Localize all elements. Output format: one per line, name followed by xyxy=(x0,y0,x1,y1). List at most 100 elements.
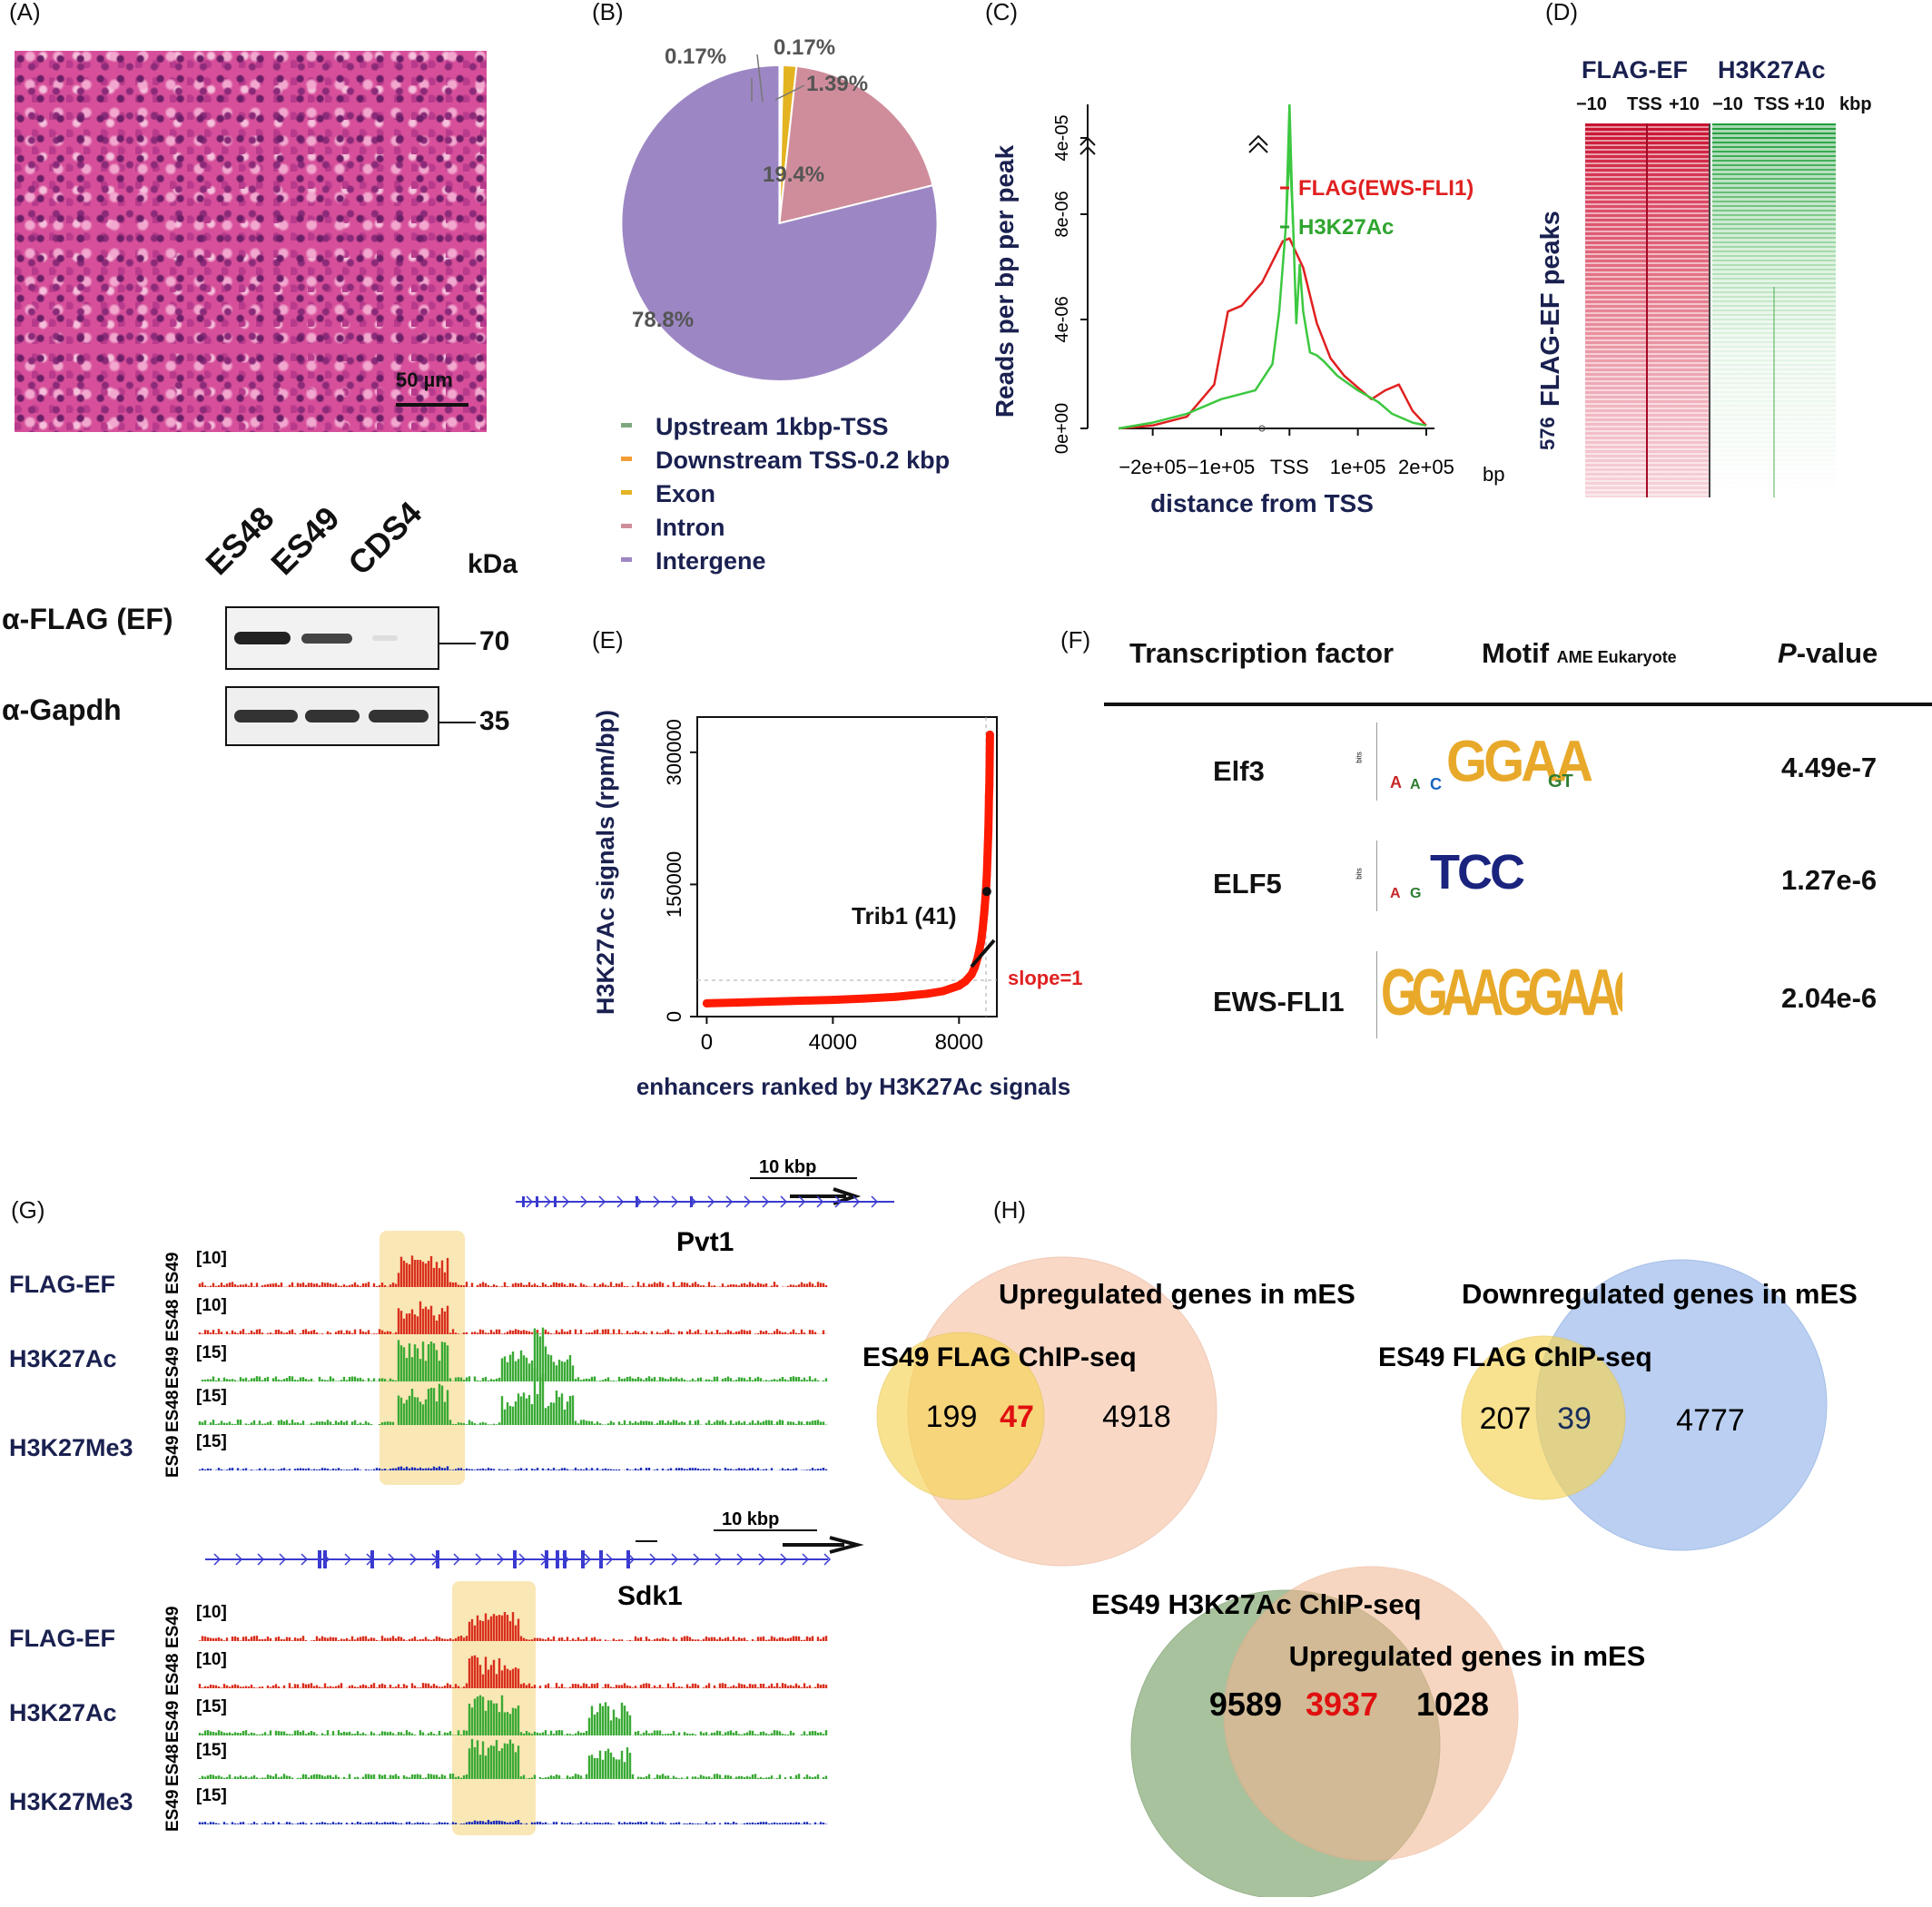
x-axis-label: distance from TSS xyxy=(1150,489,1374,517)
venn-circle xyxy=(1223,1566,1519,1862)
data-point xyxy=(985,761,994,770)
legend-swatch xyxy=(621,524,632,528)
signal-track xyxy=(198,1612,828,1641)
heatmap-header: FLAG-EF xyxy=(1582,56,1688,84)
lane-label: CDS4 xyxy=(340,494,429,583)
venn2-right: 4777 xyxy=(1676,1403,1745,1438)
track-sample: ES49 xyxy=(163,1253,182,1294)
lane-label: ES49 xyxy=(263,499,347,583)
y-tick-label: 4e-05 xyxy=(1052,114,1072,161)
venn1-left-label: ES49 FLAG ChIP-seq xyxy=(862,1342,1137,1372)
track-group-label: H3K27Ac xyxy=(9,1345,117,1372)
series-line xyxy=(1118,146,1427,430)
track-group-label: FLAG-EF xyxy=(9,1271,115,1298)
motif-text: GGAA xyxy=(1446,729,1593,794)
tf-name: ELF5 xyxy=(1213,868,1282,899)
venn3-left-label: ES49 H3K27Ac ChIP-seq xyxy=(1091,1588,1422,1620)
panel-label-b: (B) xyxy=(592,0,624,25)
signal-track xyxy=(198,1466,828,1470)
data-point xyxy=(984,791,993,801)
p-value: 2.04e-6 xyxy=(1781,982,1878,1014)
track-scale: [10] xyxy=(196,1650,227,1669)
track-scale: [15] xyxy=(196,1741,227,1760)
venn1-overlap: 47 xyxy=(1000,1400,1034,1434)
x-unit: bp xyxy=(1483,463,1504,486)
legend-swatch xyxy=(621,557,632,562)
pie-label: 1.39% xyxy=(806,72,868,96)
genome-browser: 10 kbp Pvt1 FLAG-EF ES49 [10] ES48 [10] H3K27… xyxy=(9,1157,894,1835)
data-point xyxy=(983,840,992,850)
blot-band-box-flag xyxy=(225,606,439,670)
venn3-left: 9589 xyxy=(1209,1686,1282,1723)
motif-text: TCC xyxy=(1430,845,1525,899)
data-point xyxy=(954,981,963,990)
track-scale: [10] xyxy=(196,1603,227,1622)
col-header-tf: Transcription factor xyxy=(1129,637,1395,669)
size-label: 35 xyxy=(479,706,510,736)
pie-label: 78.8% xyxy=(632,308,694,332)
venn-diagrams: Upregulated genes in mES ES49 FLAG ChIP-… xyxy=(862,1256,1858,1897)
track-scale: [15] xyxy=(196,1786,227,1805)
x-ticks: −2e+05 −1e+05 TSS 1e+05 2e+05 xyxy=(1119,428,1454,478)
y-ticks: 0e+00 4e-06 8e-06 4e-05 xyxy=(1052,114,1088,454)
data-point xyxy=(860,994,869,1003)
heatmap-divider xyxy=(1709,123,1710,497)
venn2-left-label: ES49 FLAG ChIP-seq xyxy=(1378,1342,1652,1372)
panel-label-g: (G) xyxy=(11,1196,45,1224)
motif-logo-elf3: bits GGAA A A C GT xyxy=(1355,722,1593,801)
motif-logo-ewsfli1: bits GGAAGGAAGGAAGGAAGG xyxy=(1376,951,1622,1038)
signal-track xyxy=(198,1255,828,1287)
rank-curve xyxy=(702,730,994,1008)
track-scale: [15] xyxy=(196,1343,227,1362)
heatmap-unit: kbp xyxy=(1839,94,1872,114)
venn2-overlap: 39 xyxy=(1557,1401,1592,1436)
blot-row-label: α-FLAG (EF) xyxy=(2,603,173,635)
x-axis-label: enhancers ranked by H3K27Ac signals xyxy=(636,1073,1070,1100)
series-lines xyxy=(1118,103,1427,430)
signal-track xyxy=(198,1820,828,1824)
data-point xyxy=(984,827,993,836)
size-label: 70 xyxy=(479,626,510,656)
legend-flag: FLAG(EWS-FLI1) xyxy=(1298,176,1474,201)
axis-ticks: 0 4000 8000 0 150000 300000 xyxy=(663,719,983,1055)
track-group-label: FLAG-EF xyxy=(9,1625,115,1652)
heatmap-h3k27ac xyxy=(1712,123,1836,497)
legend-swatch xyxy=(621,423,632,428)
scale-bar-label: 50 µm xyxy=(396,369,453,391)
y-axis-label: H3K27Ac signals (rpm/bp) xyxy=(592,710,619,1015)
p-value: 4.49e-7 xyxy=(1781,752,1878,783)
data-point xyxy=(923,989,932,998)
signal-track xyxy=(198,1327,828,1381)
heatmap-flag xyxy=(1585,123,1709,497)
legend-swatch xyxy=(621,490,632,495)
tf-name: EWS-FLI1 xyxy=(1213,986,1345,1017)
data-point xyxy=(967,969,976,978)
track-group-label: H3K27Ac xyxy=(9,1699,117,1726)
tf-name: Elf3 xyxy=(1213,755,1265,787)
data-point xyxy=(982,871,991,880)
histology-image: 50 µm xyxy=(15,51,487,432)
data-point xyxy=(978,924,987,933)
tracks-sdk1: FLAG-EF ES49 [10] ES48 [10] H3K27Ac ES49 [15] ES… xyxy=(9,1603,828,1832)
motif-text: GGAAGGAAGGAAGGAAGG xyxy=(1381,956,1622,1030)
signal-track xyxy=(198,1655,828,1688)
slope-label: slope=1 xyxy=(1008,967,1083,989)
data-point xyxy=(983,853,992,862)
signal-track xyxy=(198,1695,828,1735)
track-scale: [15] xyxy=(196,1432,227,1451)
panel-label-e: (E) xyxy=(592,626,624,654)
pie-legend: Upstream 1kbp-TSS Downstream TSS-0.2 kbp E… xyxy=(621,413,950,575)
scale-label: 10 kbp xyxy=(722,1509,779,1529)
heatmap-header: H3K27Ac xyxy=(1718,56,1826,84)
heatmap-tick: +10 xyxy=(1669,94,1700,114)
panel-label-f: (F) xyxy=(1060,626,1091,654)
venn3-right: 1028 xyxy=(1416,1686,1489,1723)
motif-logo-elf5: bits TCC A G xyxy=(1355,840,1541,911)
track-sample: ES48 xyxy=(163,1745,182,1786)
y-axis-label: Reads per bp per peak xyxy=(991,144,1019,418)
gene-name: Pvt1 xyxy=(676,1227,734,1257)
enhancer-rank-chart: H3K27Ac signals (rpm/bp) 0 4000 8000 0 15000… xyxy=(592,710,1083,1100)
heatmap-tick: −10 xyxy=(1712,94,1743,114)
data-point xyxy=(734,998,743,1007)
panel-label-a: (A) xyxy=(9,0,41,25)
